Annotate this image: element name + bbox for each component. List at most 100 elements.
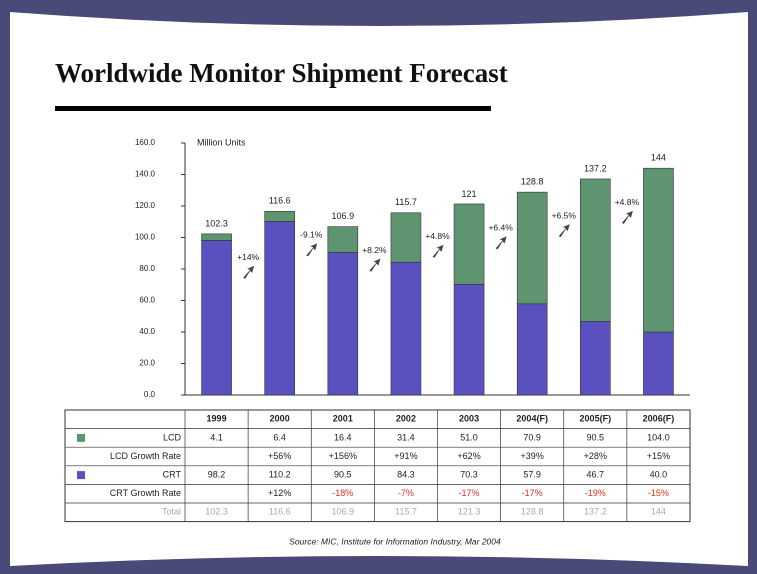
table-cell: 90.5: [334, 469, 352, 479]
growth-label: +4.8%: [425, 231, 450, 241]
legend-swatch: [77, 471, 85, 480]
table-cell: 128.8: [521, 507, 544, 517]
table-cell: 70.3: [460, 469, 478, 479]
y-tick-label: 20.0: [139, 359, 155, 368]
unit-label: Million Units: [197, 137, 246, 147]
bar-segment: [390, 261, 422, 396]
table-cell: 144: [651, 507, 666, 517]
growth-label: +14%: [237, 252, 259, 262]
growth-arrow: [432, 244, 444, 258]
growth-arrow: [243, 265, 255, 279]
y-tick-label: 160.0: [135, 138, 156, 147]
table-header: 2003: [459, 414, 479, 424]
table-cell: 70.9: [523, 432, 541, 442]
total-label: 116.6: [269, 196, 291, 206]
y-tick-label: 40.0: [139, 327, 155, 336]
table-cell: 106.9: [332, 507, 355, 517]
table-cell: -17%: [459, 488, 480, 498]
table-row-label: CRT Growth Rate: [110, 488, 181, 498]
table-cell: -19%: [585, 488, 606, 498]
table-header: 2000: [270, 414, 290, 424]
table-cell: 98.2: [208, 469, 226, 479]
growth-label: +4.8%: [615, 197, 640, 207]
table-row-label: LCD Growth Rate: [110, 451, 181, 461]
table-header: 2002: [396, 414, 416, 424]
table-cell: 16.4: [334, 432, 352, 442]
table-cell: 31.4: [397, 432, 415, 442]
growth-arrow: [621, 210, 633, 224]
bar-segment: [327, 252, 359, 396]
table-cell: 90.5: [587, 432, 605, 442]
table-header: 2005(F): [580, 414, 612, 424]
growth-label: +6.5%: [552, 210, 577, 220]
table-header: 2004(F): [516, 414, 548, 424]
total-label: 106.9: [332, 211, 355, 221]
slide-panel: [10, 12, 748, 566]
table-cell: 40.0: [650, 469, 668, 479]
table-cell: 6.4: [273, 432, 286, 442]
table-cell: -17%: [522, 488, 543, 498]
y-tick-label: 80.0: [139, 264, 155, 273]
title-rule: [55, 106, 491, 111]
growth-arrow: [495, 236, 507, 250]
table-cell: -15%: [648, 488, 669, 498]
table-row-label: CRT: [163, 469, 182, 479]
table-cell: 84.3: [397, 469, 415, 479]
table-cell: +15%: [647, 451, 670, 461]
table-cell: 102.3: [205, 507, 228, 517]
table-cell: 116.6: [269, 507, 291, 517]
chart-title: Worldwide Monitor Shipment Forecast: [55, 58, 508, 88]
table-cell: 46.7: [587, 469, 605, 479]
table-header: 2006(F): [643, 414, 675, 424]
table-cell: +56%: [268, 451, 291, 461]
y-tick-label: 120.0: [135, 201, 156, 210]
bar-segment: [643, 167, 674, 333]
total-label: 102.3: [205, 218, 228, 228]
bar-segment: [580, 321, 611, 396]
table-cell: 115.7: [395, 507, 417, 517]
table-cell: +156%: [329, 451, 357, 461]
table-cell: 104.0: [647, 432, 670, 442]
table-header: 2001: [333, 414, 353, 424]
table-cell: 4.1: [210, 432, 223, 442]
bar-segment: [264, 211, 295, 222]
bar-segment: [453, 283, 485, 396]
total-label: 128.8: [521, 177, 544, 187]
table-cell: 110.2: [269, 469, 291, 479]
bar-segment: [453, 203, 485, 285]
growth-label: -9.1%: [300, 230, 323, 240]
table-cell: +62%: [457, 451, 480, 461]
source: Source: MIC, Institute for Information I…: [289, 536, 501, 546]
bar-segment: [201, 233, 232, 241]
bar-segment: [516, 191, 548, 305]
table-cell: -7%: [398, 488, 414, 498]
growth-arrow: [306, 243, 318, 257]
growth-arrow: [558, 224, 570, 238]
bar-segment: [643, 331, 674, 396]
legend-swatch: [77, 433, 85, 442]
bar-segment: [201, 240, 232, 396]
table-cell: -18%: [332, 488, 353, 498]
bar-segment: [264, 221, 295, 396]
table-cell: +91%: [394, 451, 417, 461]
bar-segment: [516, 303, 548, 396]
growth-label: +8.2%: [362, 245, 387, 255]
total-label: 115.7: [395, 197, 417, 207]
table-cell: +28%: [584, 451, 607, 461]
table-cell: 51.0: [460, 432, 478, 442]
bar-segment: [327, 226, 359, 253]
table-cell: 121.3: [458, 507, 481, 517]
table-header: 1999: [207, 414, 227, 424]
total-label: 121: [462, 189, 477, 199]
y-tick-label: 140.0: [135, 170, 156, 179]
y-tick-label: 100.0: [135, 233, 156, 242]
growth-arrow: [369, 258, 381, 272]
growth-label: +6.4%: [488, 223, 513, 233]
table-row-label: LCD: [163, 432, 182, 442]
table-cell: 137.2: [584, 507, 607, 517]
bar-segment: [390, 212, 422, 263]
bar-segment: [580, 178, 611, 322]
total-label: 144: [651, 153, 666, 163]
table-cell: +39%: [521, 451, 544, 461]
